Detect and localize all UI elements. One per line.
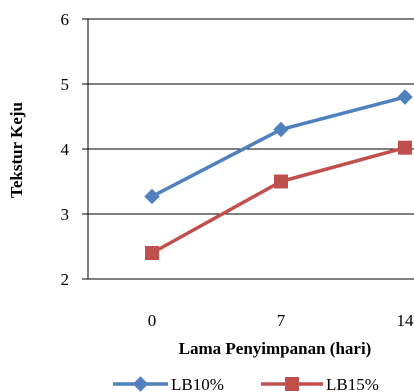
y-tick-label: 5 [61, 75, 70, 94]
legend: LB10% LB15% [113, 375, 379, 392]
x-axis-title: Lama Penyimpanan (hari) [179, 339, 372, 358]
series-2 [145, 140, 412, 260]
y-tick-label: 2 [61, 270, 70, 289]
legend-item-1: LB10% [113, 375, 224, 392]
x-tick-label: 14 [397, 311, 414, 330]
x-axis-ticks: 0 7 14 [148, 311, 414, 330]
data-point-diamond [144, 188, 160, 205]
data-point-diamond [273, 121, 289, 138]
y-axis-ticks: 2 3 4 5 6 [61, 10, 88, 289]
data-point-square [285, 377, 299, 391]
legend-label: LB10% [171, 375, 224, 392]
series-layer [144, 89, 413, 260]
y-tick-label: 6 [61, 10, 70, 29]
x-tick-label: 7 [277, 311, 286, 330]
series-1 [144, 89, 413, 205]
data-point-diamond [132, 376, 149, 392]
data-point-diamond [397, 89, 413, 105]
data-point-square [274, 174, 288, 189]
legend-label: LB15% [326, 375, 379, 392]
legend-item-2: LB15% [261, 375, 379, 392]
gridlines [88, 18, 414, 280]
y-axis-title: Tekstur Keju [7, 102, 26, 198]
y-tick-label: 3 [61, 205, 70, 224]
data-point-square [145, 246, 159, 260]
y-tick-label: 4 [61, 140, 70, 159]
data-point-square [398, 140, 412, 155]
x-tick-label: 0 [148, 311, 157, 330]
